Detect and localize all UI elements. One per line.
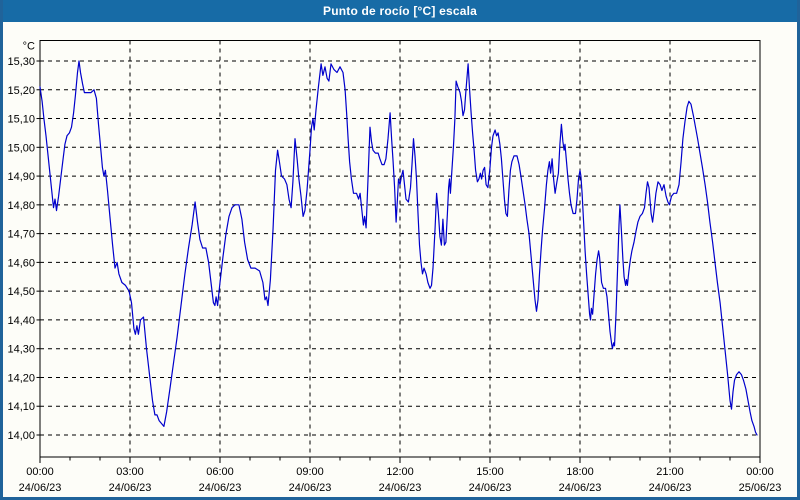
svg-text:°C: °C bbox=[23, 41, 35, 53]
svg-text:14,90: 14,90 bbox=[7, 171, 35, 183]
svg-text:15:00: 15:00 bbox=[476, 466, 504, 478]
chart-title: Punto de rocío [°C] escala bbox=[322, 4, 478, 18]
svg-text:06:00: 06:00 bbox=[206, 466, 234, 478]
svg-text:14,50: 14,50 bbox=[7, 286, 35, 298]
svg-text:24/06/23: 24/06/23 bbox=[559, 482, 602, 494]
svg-text:14,40: 14,40 bbox=[7, 315, 35, 327]
svg-text:14,60: 14,60 bbox=[7, 257, 35, 269]
svg-text:25/06/23: 25/06/23 bbox=[739, 482, 782, 494]
svg-text:24/06/23: 24/06/23 bbox=[199, 482, 242, 494]
svg-text:15,00: 15,00 bbox=[7, 142, 35, 154]
svg-text:24/06/23: 24/06/23 bbox=[289, 482, 332, 494]
svg-text:00:00: 00:00 bbox=[26, 466, 54, 478]
svg-text:24/06/23: 24/06/23 bbox=[379, 482, 422, 494]
svg-text:14,70: 14,70 bbox=[7, 229, 35, 241]
svg-text:14,80: 14,80 bbox=[7, 200, 35, 212]
svg-text:09:00: 09:00 bbox=[296, 466, 324, 478]
svg-text:03:00: 03:00 bbox=[116, 466, 144, 478]
svg-text:15,10: 15,10 bbox=[7, 114, 35, 126]
svg-text:24/06/23: 24/06/23 bbox=[649, 482, 692, 494]
chart-title-bar: Punto de rocío [°C] escala bbox=[3, 0, 797, 22]
svg-text:24/06/23: 24/06/23 bbox=[109, 482, 152, 494]
svg-text:15,30: 15,30 bbox=[7, 56, 35, 68]
svg-text:21:00: 21:00 bbox=[656, 466, 684, 478]
svg-text:12:00: 12:00 bbox=[386, 466, 414, 478]
svg-text:00:00: 00:00 bbox=[746, 466, 774, 478]
svg-text:14,30: 14,30 bbox=[7, 344, 35, 356]
svg-text:24/06/23: 24/06/23 bbox=[19, 482, 62, 494]
svg-text:24/06/23: 24/06/23 bbox=[469, 482, 512, 494]
svg-text:14,00: 14,00 bbox=[7, 430, 35, 442]
svg-text:14,20: 14,20 bbox=[7, 372, 35, 384]
svg-text:18:00: 18:00 bbox=[566, 466, 594, 478]
svg-text:15,20: 15,20 bbox=[7, 85, 35, 97]
svg-text:14,10: 14,10 bbox=[7, 401, 35, 413]
